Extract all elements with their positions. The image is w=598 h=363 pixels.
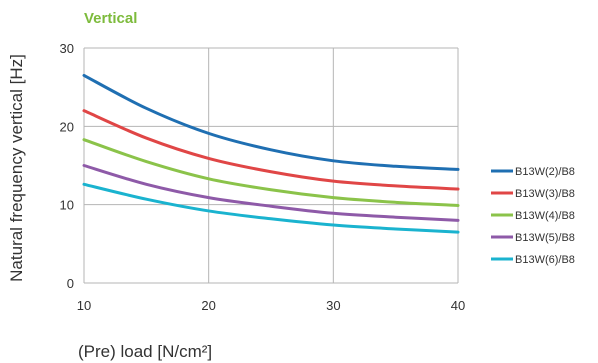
series-lines xyxy=(82,73,460,234)
x-axis-label: (Pre) load [N/cm²] xyxy=(78,342,212,361)
y-tick-label: 0 xyxy=(67,276,74,291)
legend-label: B13W(4)/B8 xyxy=(515,210,575,222)
series-line xyxy=(82,109,460,191)
legend-label: B13W(6)/B8 xyxy=(515,254,575,266)
x-tick-label: 40 xyxy=(451,298,465,313)
series-line xyxy=(82,73,460,171)
y-axis-label: Natural frequency vertical [Hz] xyxy=(7,54,26,282)
legend: B13W(2)/B8 B13W(3)/B8 B13W(4)/B8 B13W(5)/B8… xyxy=(491,166,575,266)
legend-label: B13W(5)/B8 xyxy=(515,232,575,244)
y-tick-label: 30 xyxy=(60,41,74,56)
series-line xyxy=(82,182,460,234)
x-tick-label: 20 xyxy=(201,298,215,313)
y-tick-label: 10 xyxy=(60,198,74,213)
legend-label: B13W(2)/B8 xyxy=(515,166,575,178)
y-tick-label: 20 xyxy=(60,119,74,134)
series-line xyxy=(82,164,460,222)
x-tick-label: 10 xyxy=(77,298,91,313)
x-tick-label: 30 xyxy=(326,298,340,313)
legend-label: B13W(3)/B8 xyxy=(515,188,575,200)
chart-title: Vertical xyxy=(84,10,137,27)
series-line xyxy=(82,138,460,207)
